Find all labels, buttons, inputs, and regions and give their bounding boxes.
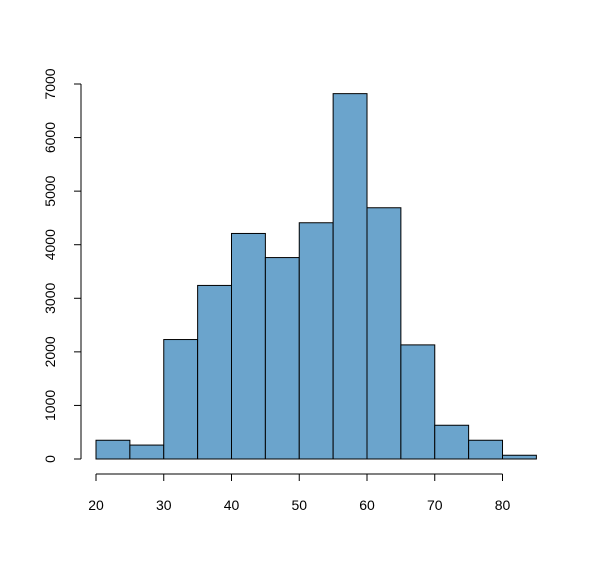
histogram-bar-55-60 [332,93,368,460]
histogram-bar-25-30 [129,444,165,460]
y-tick-label-7000: 7000 [42,68,58,99]
y-tick-label-2000: 2000 [42,336,58,367]
histogram-bar-80-85 [502,454,537,460]
x-tick-label-50: 50 [291,497,307,513]
x-tick-label-70: 70 [427,497,443,513]
histogram-bar-30-35 [163,339,199,460]
histogram-bar-75-80 [468,439,504,460]
x-tick-label-30: 30 [156,497,172,513]
histogram-bar-65-70 [400,344,436,460]
y-tick-label-4000: 4000 [42,229,58,260]
histogram-bar-70-75 [434,424,470,460]
x-tick-label-60: 60 [359,497,375,513]
bars-group [95,93,537,460]
histogram-bar-20-25 [95,439,131,460]
histogram-bar-45-50 [264,257,300,460]
x-tick-label-80: 80 [495,497,511,513]
histogram-bar-35-40 [197,284,233,460]
histogram-bar-50-55 [298,222,334,460]
y-tick-label-3000: 3000 [42,283,58,314]
histogram-bar-40-45 [231,232,266,460]
y-axis: 0 1000 2000 3000 4000 5000 6000 7000 [42,68,82,463]
y-tick-label-5000: 5000 [42,175,58,206]
y-tick-label-6000: 6000 [42,122,58,153]
x-tick-label-20: 20 [88,497,104,513]
y-tick-label-1000: 1000 [42,390,58,421]
histogram-bar-60-65 [366,207,402,460]
x-tick-label-40: 40 [224,497,240,513]
y-tick-label-0: 0 [42,455,58,463]
x-axis: 20 30 40 50 60 70 80 [88,473,511,513]
